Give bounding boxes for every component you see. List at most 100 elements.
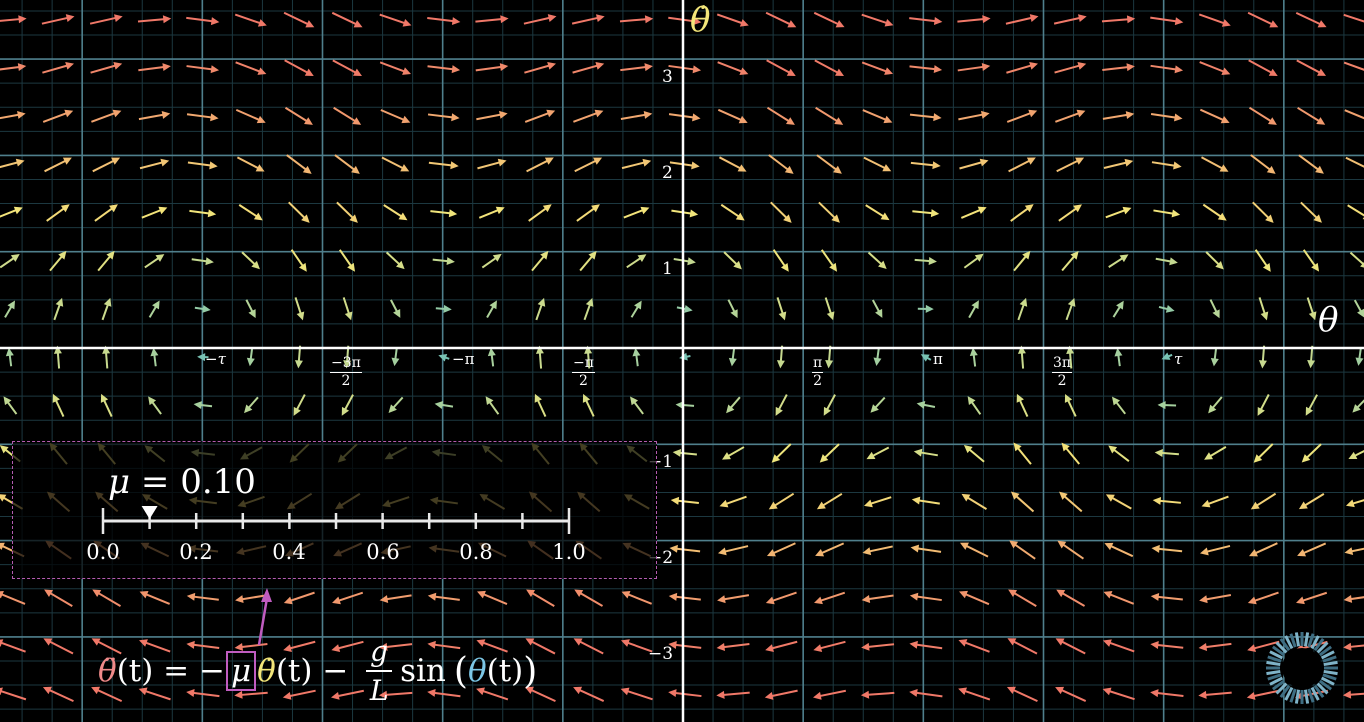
vector-arrow (0, 15, 27, 24)
vector-arrow (764, 689, 798, 700)
vector-arrow (1057, 540, 1085, 560)
vector-arrow (909, 65, 943, 74)
vector-arrow (1101, 15, 1136, 24)
vector-arrow (1343, 642, 1364, 651)
vector-arrow (475, 15, 509, 24)
vector-arrow (186, 113, 219, 122)
vector-arrow (486, 300, 497, 318)
vector-arrow (722, 446, 745, 460)
vector-arrow (284, 106, 313, 125)
vector-arrow (89, 14, 123, 25)
vector-arrow (820, 249, 838, 272)
vector-arrow (283, 591, 315, 605)
vector-arrow (960, 206, 987, 219)
vector-arrow (1210, 347, 1219, 367)
vector-arrow (1006, 61, 1038, 74)
vector-arrow (42, 109, 74, 123)
vector-arrow (871, 299, 883, 318)
vector-arrow (719, 495, 747, 508)
vector-arrow (238, 204, 263, 221)
vector-arrow (481, 253, 502, 269)
vector-arrow (1108, 254, 1129, 268)
vector-arrow (341, 394, 354, 416)
vector-arrow (1204, 446, 1227, 460)
vector-arrow (917, 304, 934, 313)
vector-arrow (432, 257, 455, 266)
vector-arrow (671, 209, 699, 218)
vector-arrow (97, 250, 115, 272)
vector-arrow (524, 109, 556, 123)
vector-arrow (526, 589, 555, 607)
vector-arrow (967, 396, 982, 415)
vector-arrow (958, 687, 991, 701)
vector-arrow (91, 109, 122, 123)
y-tick-label-2: 2 (662, 163, 673, 183)
eq-mu: μ (226, 651, 257, 691)
vector-arrow (771, 443, 792, 463)
vector-arrow (139, 639, 171, 653)
vector-arrow (911, 496, 940, 505)
vector-arrow (863, 156, 892, 172)
mu-value-label: μ = 0.10 (108, 462, 256, 502)
vector-arrow (1055, 686, 1087, 702)
vector-arrow (523, 14, 557, 25)
vector-arrow (241, 251, 260, 270)
vector-arrow (342, 297, 353, 321)
eq-theta-dot: θ̇ (257, 653, 276, 689)
vector-arrow (861, 13, 894, 27)
vector-arrow (1355, 348, 1364, 366)
x-tick-label-neg-tau: −τ (205, 350, 226, 368)
vector-arrow (0, 206, 23, 218)
eq-theta-ddot: θ̈ (98, 653, 117, 689)
vector-arrow (427, 640, 461, 650)
vector-arrow (963, 253, 984, 269)
vector-arrow (1008, 589, 1037, 607)
vector-arrow (916, 401, 936, 409)
vector-arrow (427, 688, 461, 698)
vector-arrow (139, 158, 170, 170)
vector-arrow (388, 396, 404, 413)
vector-arrow (234, 13, 267, 27)
vector-arrow (1061, 250, 1079, 272)
vector-arrow (0, 158, 25, 169)
vector-arrow (91, 638, 122, 655)
vector-arrow (768, 154, 794, 174)
vector-arrow (141, 206, 168, 219)
vector-arrow (1053, 14, 1087, 25)
vector-arrow (1199, 61, 1231, 75)
vector-arrow (1296, 591, 1328, 605)
vector-arrow (1102, 111, 1135, 120)
vector-arrow (1102, 639, 1135, 653)
vector-arrow (1150, 112, 1183, 122)
vector-arrow (766, 542, 796, 557)
vector-arrow (573, 109, 604, 123)
vector-arrow (1150, 64, 1184, 74)
vector-arrow (583, 297, 594, 321)
vector-arrow (1306, 297, 1317, 321)
vector-arrow (1247, 591, 1279, 605)
vector-arrow (1305, 394, 1318, 416)
vector-arrow (1103, 591, 1135, 605)
vector-arrow (1059, 491, 1083, 513)
vector-arrow (862, 545, 893, 556)
eq-t-paren-2: (t) (275, 653, 313, 689)
vector-arrow (814, 59, 844, 76)
vector-arrow (3, 396, 18, 415)
x-tick-label-pi: π (933, 350, 943, 368)
vector-arrow (668, 64, 702, 74)
vector-arrow (1353, 299, 1364, 318)
vector-arrow (1343, 61, 1364, 71)
vector-arrow (1248, 106, 1277, 125)
vector-arrow (1111, 396, 1127, 415)
vector-arrow (1250, 492, 1277, 510)
vector-arrow (4, 300, 15, 318)
vector-arrow (186, 65, 220, 74)
vector-arrow (193, 401, 213, 410)
vector-arrow (1108, 445, 1130, 463)
vector-arrows (0, 11, 1364, 703)
vector-arrow (334, 154, 360, 174)
slider-tick-label-0: 0.0 (86, 540, 120, 564)
vector-arrow (959, 158, 989, 170)
vector-arrow (620, 63, 653, 72)
vector-arrow (41, 14, 75, 25)
